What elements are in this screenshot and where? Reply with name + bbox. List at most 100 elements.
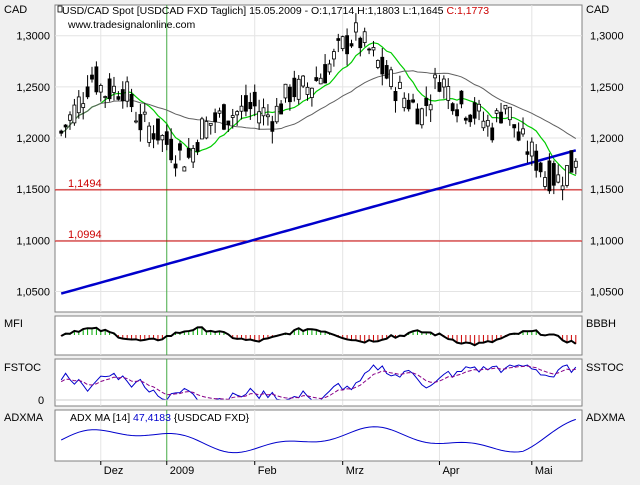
candle-body-28 <box>182 166 187 172</box>
candle-body-57 <box>310 87 314 98</box>
candle-body-94 <box>472 102 477 119</box>
candle-body-65 <box>345 35 349 55</box>
candle-body-20 <box>147 125 152 143</box>
candle-body-83 <box>424 97 429 106</box>
mfi-panel <box>54 315 583 356</box>
candle-body-23 <box>160 135 165 141</box>
candle-body-112 <box>551 163 556 186</box>
y-tick-label-right-0: 1,0500 <box>590 287 624 299</box>
candle-body-45 <box>257 111 262 124</box>
candle-body-43 <box>248 101 253 110</box>
mfi-right-label: BBBH <box>586 318 616 330</box>
candle-body-74 <box>384 65 389 79</box>
candle-body-96 <box>481 120 486 129</box>
stoch-right-label: SSTOC <box>586 362 624 374</box>
candle-body-93 <box>468 114 473 123</box>
candle-body-29 <box>186 147 191 158</box>
candle-body-69 <box>362 31 367 43</box>
candle-body-72 <box>375 60 380 68</box>
candle-body-89 <box>450 103 455 112</box>
candle-body-41 <box>239 105 244 112</box>
candle-body-5 <box>81 103 86 108</box>
candle-body-102 <box>507 106 512 121</box>
candle-body-101 <box>503 104 508 110</box>
candlesticks <box>59 13 578 201</box>
stoch-zero-tick: 0 <box>38 395 44 407</box>
candle-body-14 <box>120 89 125 102</box>
chart-title-text: USD/CAD Spot [USDCAD FXD Taglich] 15.05.… <box>62 5 444 17</box>
candle-body-82 <box>419 108 424 126</box>
candle-body-32 <box>200 118 204 140</box>
candle-body-15 <box>125 81 130 102</box>
candle-body-21 <box>151 133 156 140</box>
candle-body-109 <box>538 162 543 173</box>
candle-body-13 <box>116 96 121 100</box>
y-tick-label-left-1: 1,1000 <box>16 235 50 247</box>
candle-body-90 <box>455 109 459 117</box>
y-axis-labels: 1,0500 1,0500 1,1000 1,1000 1,1500 1,1500 1,20… <box>16 31 623 299</box>
candle-body-115 <box>565 165 569 186</box>
candle-body-68 <box>358 37 363 49</box>
candle-body-97 <box>485 120 490 127</box>
price-panel <box>54 4 583 313</box>
candle-body-54 <box>296 78 301 100</box>
candle-legend-icon <box>57 5 63 13</box>
adx-line <box>60 418 576 454</box>
sma-medium-line <box>60 70 577 140</box>
candle-body-12 <box>112 85 116 93</box>
y-tick-label-right-1: 1,1000 <box>590 235 624 247</box>
candle-body-100 <box>499 111 503 124</box>
candle-body-1 <box>63 124 68 128</box>
source-label: www.tradesignalonline.com <box>67 19 195 31</box>
candle-body-49 <box>274 105 279 123</box>
candle-body-85 <box>433 74 437 79</box>
candle-body-92 <box>463 117 468 121</box>
candle-body-18 <box>138 114 143 131</box>
candle-body-67 <box>353 22 358 33</box>
candle-body-79 <box>406 99 411 110</box>
candle-body-46 <box>261 107 266 117</box>
candle-body-39 <box>230 115 235 118</box>
candle-body-44 <box>252 91 257 107</box>
candle-body-60 <box>323 64 327 84</box>
x-tick-label-2: Feb <box>258 465 277 477</box>
x-axis-labels: Dez 2009 Feb Mrz Apr Mai <box>100 461 553 477</box>
candle-body-88 <box>446 86 451 101</box>
x-tick-label-0: Dez <box>104 465 124 477</box>
candle-body-33 <box>204 121 209 139</box>
candle-body-19 <box>142 111 147 115</box>
adx-legend-value: 47,4183 <box>133 412 171 424</box>
candle-body-95 <box>477 103 481 112</box>
candle-body-61 <box>327 63 332 73</box>
adx-right-label: ADXMA <box>586 412 626 424</box>
adx-left-label: ADXMA <box>4 412 44 424</box>
candle-body-81 <box>415 108 420 125</box>
candle-body-31 <box>195 142 200 152</box>
hline-label-1: 1,0994 <box>68 229 102 241</box>
horizontal-lines: 1,1494 1,0994 <box>55 178 582 242</box>
candle-body-55 <box>301 75 306 87</box>
candle-body-47 <box>266 114 270 118</box>
candle-body-53 <box>292 77 297 98</box>
candle-body-110 <box>543 177 547 187</box>
candle-body-30 <box>191 148 196 163</box>
candle-body-84 <box>428 104 433 111</box>
sma-short-line <box>60 42 577 177</box>
candle-body-10 <box>103 96 108 98</box>
stoch-indicator <box>55 364 582 401</box>
candle-body-0 <box>59 130 64 134</box>
y-tick-label-right-4: 1,2500 <box>590 82 624 94</box>
candle-body-4 <box>76 96 81 114</box>
candle-body-25 <box>169 138 174 161</box>
y-tick-label-left-5: 1,3000 <box>16 31 50 43</box>
candle-body-16 <box>129 93 134 108</box>
candle-body-87 <box>441 78 446 88</box>
mfi-line <box>60 326 577 347</box>
sma-long-line <box>60 149 577 295</box>
x-tick-label-4: Apr <box>442 465 459 477</box>
candle-body-42 <box>244 95 248 112</box>
candle-body-104 <box>516 131 521 141</box>
candle-body-2 <box>68 114 72 121</box>
adx-legend-suffix: {USDCAD FXD} <box>174 412 250 424</box>
